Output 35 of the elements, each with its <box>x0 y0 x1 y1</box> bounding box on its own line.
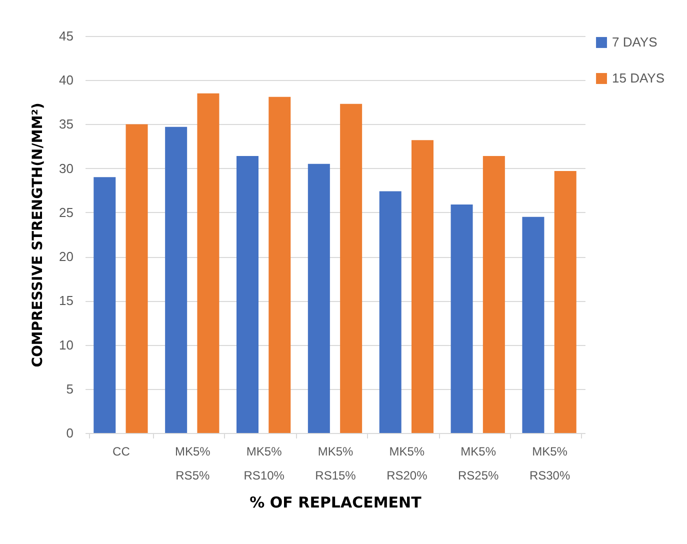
legend-label: 7 DAYS <box>612 34 658 50</box>
x-tick-label: MK5% RS10% <box>244 444 285 482</box>
bar <box>379 191 402 433</box>
bar <box>522 216 544 433</box>
bar <box>236 156 258 433</box>
y-tick-label: 30 <box>59 160 74 176</box>
y-axis-title: COMPRESSIVE STRENGTH(N/MM²) <box>30 102 46 368</box>
y-tick-label: 0 <box>66 426 74 440</box>
y-tick-label: 15 <box>59 293 74 308</box>
x-tick-label: MK5% RS20% <box>386 444 428 482</box>
x-tick-label: MK5% RS25% <box>458 444 500 482</box>
bar <box>165 126 188 433</box>
bar <box>482 156 505 433</box>
bar <box>197 93 220 433</box>
y-tick-label: 25 <box>59 204 74 220</box>
bar <box>412 140 434 433</box>
bar <box>554 170 576 433</box>
x-axis-title: % OF REPLACEMENT <box>250 494 422 512</box>
y-tick-label: 45 <box>59 28 74 44</box>
y-tick-label: 5 <box>66 381 74 396</box>
bar <box>340 104 362 433</box>
y-tick-label: 35 <box>59 116 74 132</box>
y-tick-label: 10 <box>59 337 74 352</box>
x-tick-label: CC <box>112 444 130 458</box>
x-tick-label: MK5% RS15% <box>315 444 356 482</box>
y-tick-label: 40 <box>59 72 74 88</box>
bar <box>94 177 116 433</box>
bar <box>126 124 148 433</box>
x-tick-label: MK5% RS5% <box>174 444 211 482</box>
legend-label: 15 DAYS <box>612 70 665 86</box>
bar <box>308 164 330 433</box>
x-tick-label: MK5% RS30% <box>529 444 570 482</box>
y-tick-label: 20 <box>59 249 74 264</box>
bar <box>450 204 473 433</box>
bar <box>268 96 291 433</box>
